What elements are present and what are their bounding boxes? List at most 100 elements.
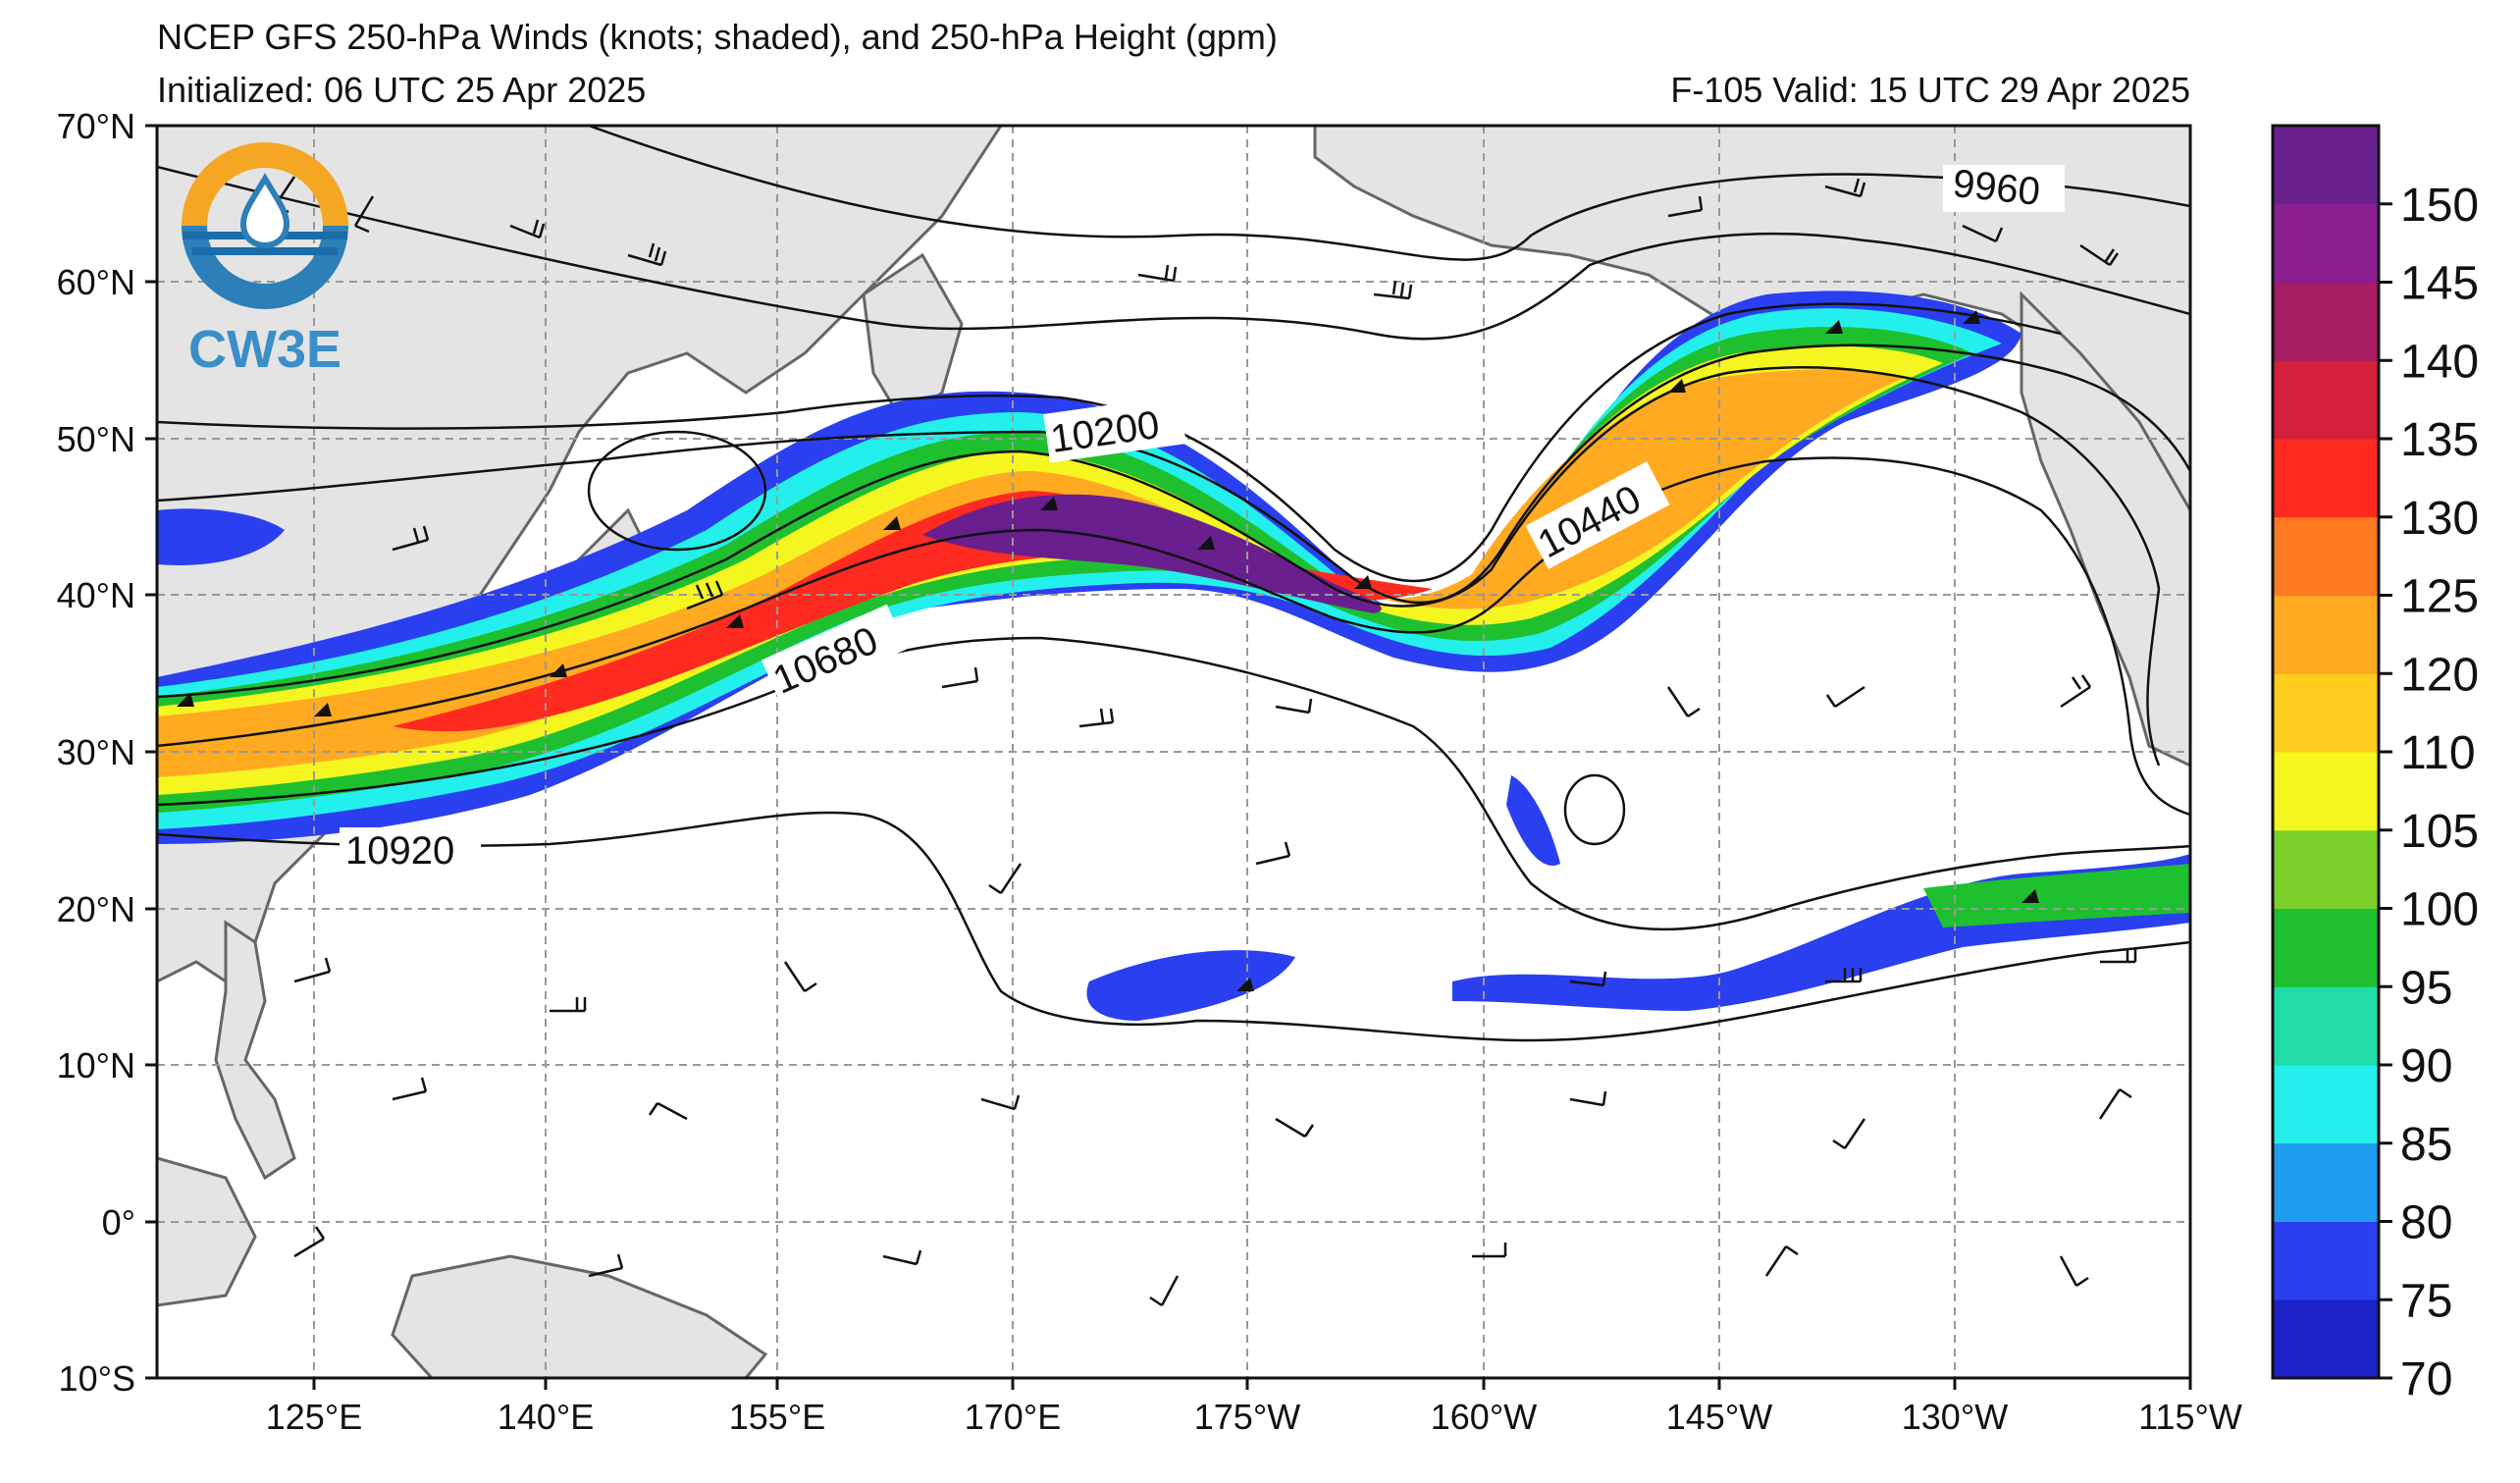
initialized-label: Initialized: 06 UTC 25 Apr 2025 [157,70,647,110]
wind-barb [588,1253,624,1278]
wind-barb [392,1077,428,1101]
jet-band-150kt [922,494,1382,613]
jet-band-northwest [157,508,285,565]
contour-label-bg [1525,461,1670,569]
wind-pennant [177,693,194,707]
colorbar-segment [2273,439,2379,518]
wind-pennant [314,703,332,716]
lat-label-10N: 10°N [57,1045,135,1086]
contour-low-closed [587,430,767,552]
lon-label-130W: 130°W [1902,1397,2008,1437]
wind-pennant [550,663,567,677]
wind-barb [1078,708,1115,728]
logo-water-arc [182,225,348,309]
wind-pennant [1197,536,1215,550]
colorbar-tick-label: 70 [2400,1353,2452,1405]
lat-label-70N: 70°N [57,106,135,146]
colorbar-segment [2273,829,2379,909]
wind-barb [648,1101,688,1121]
wind-barb [2079,243,2120,267]
wind-barb [1149,1275,1180,1307]
lat-label-60N: 60°N [57,262,135,302]
wind-barb [550,997,587,1013]
colorbar-segment [2273,986,2379,1066]
wind-pennant [1668,379,1686,393]
wind-barb [1137,264,1178,283]
wind-barb [1824,178,1866,198]
wind-barb [1569,971,1607,987]
lon-label-175W: 175°W [1194,1397,1300,1437]
colorbar-tick-label: 130 [2400,493,2479,545]
wind-barb [980,1094,1021,1111]
colorbar-tick-label: 120 [2400,649,2479,701]
colorbar-tick-label: 145 [2400,258,2479,310]
jet-band-hawaii [1506,775,1560,866]
wind-barb [1825,968,1863,983]
wind-barb [988,863,1023,895]
lon-axis: 125°E 140°E 155°E 170°E 175°W 160°W 145°… [266,1378,2242,1437]
wind-pennant [1825,320,1843,334]
wind-barb [1373,280,1413,300]
colorbar-tick-label: 75 [2400,1275,2452,1327]
wind-pennants [177,310,2039,991]
wind-barb [2059,1255,2089,1288]
contour-10920 [157,811,2190,1042]
colorbar-segment [2273,1221,2379,1300]
wind-barb [1569,1090,1607,1107]
colorbar-tick-label: 100 [2400,884,2479,936]
colorbar-segment [2273,673,2379,753]
land-borneo [157,1156,257,1307]
wind-barb [2100,948,2137,964]
colorbar-segment [2273,908,2379,987]
wind-barb [1275,698,1313,715]
wind-barb [1825,685,1865,709]
colorbar-tick-label: 135 [2400,414,2479,466]
wind-barb [1764,1245,1799,1277]
wind-barbs [273,176,2137,1307]
contour-label-9960: 9960 [1951,162,2042,214]
contour-10440 [157,366,2161,767]
wind-barb [1667,195,1704,218]
colorbar-segment [2273,203,2379,283]
colorbar-segment [2273,516,2379,596]
colorbar-segment [2273,126,2379,205]
wind-pennant [1354,575,1372,589]
lon-label-140E: 140°E [498,1397,594,1437]
wind-barb [293,1226,326,1258]
contour-label-bg [761,604,908,706]
land-kamchatka [862,252,964,425]
colorbar-tick-label: 80 [2400,1197,2452,1249]
lon-label-170E: 170°E [965,1397,1061,1437]
wind-pennant [1040,497,1058,510]
logo-text: CW3E [188,320,341,379]
jet-band-east-inner [1923,864,2190,927]
logo-wave-2 [192,247,338,255]
lon-label-115W: 115°W [2138,1397,2242,1437]
lon-label-125E: 125°E [266,1397,362,1437]
wind-barb [627,242,667,267]
drop-icon [239,173,290,249]
wind-barb [941,666,979,689]
wind-barb [1962,224,2004,243]
wind-barb [1472,1243,1507,1258]
wind-barb [293,957,332,983]
lon-label-155E: 155°E [729,1397,825,1437]
colorbar-tick-label: 140 [2400,336,2479,388]
colorbar-tick-label: 150 [2400,180,2479,232]
wind-pennant [883,516,901,530]
wind-barb [2060,674,2092,709]
wind-barb [509,219,546,239]
jet-band-subtropical-west [1086,950,1295,1021]
wind-barb [392,525,430,552]
wind-shading [157,291,2190,1021]
contour-high-closed [1563,773,1626,846]
colorbar-tick-label: 110 [2400,727,2476,779]
lat-label-20N: 20°N [57,889,135,929]
wind-barb [353,195,375,234]
wind-barb [1255,841,1291,866]
lon-label-160W: 160°W [1431,1397,1537,1437]
colorbar-segment [2273,1142,2379,1222]
lat-label-10S: 10°S [59,1358,135,1399]
wind-barb [2098,1087,2132,1120]
